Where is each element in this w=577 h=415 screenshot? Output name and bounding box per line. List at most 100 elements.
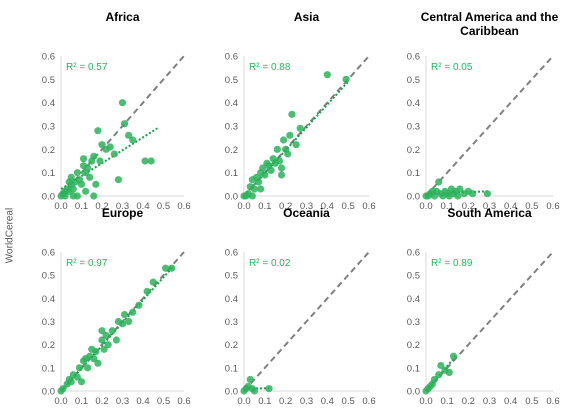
r-squared-label: R² = 0.89 (431, 258, 473, 269)
data-point (120, 120, 129, 128)
x-tick-label: 0.2 (462, 396, 475, 407)
x-tick-label: 0.1 (75, 201, 88, 212)
data-point (79, 155, 88, 163)
x-tick-label: 0.3 (116, 201, 129, 212)
y-tick-label: 0.4 (42, 98, 55, 109)
data-point (168, 264, 176, 272)
panel-europe: Europe 0.0 0.1 0.2 0.3 0.4 0.5 0.6 0.0 0.1 0.2 0.3 0… (42, 206, 191, 407)
data-point (250, 185, 259, 193)
data-point (277, 164, 286, 172)
y-tick-label: 0.1 (42, 363, 55, 374)
data-point (246, 375, 254, 384)
data-point (483, 190, 491, 198)
data-point (292, 141, 300, 149)
data-point (468, 190, 477, 198)
data-point (98, 336, 106, 344)
y-tick-label: 0.0 (407, 192, 420, 203)
data-point (161, 264, 170, 272)
x-tick-label: 0.0 (237, 396, 250, 407)
data-point (77, 378, 86, 386)
x-tick-label: 0.5 (157, 396, 170, 407)
data-point (149, 278, 157, 286)
data-point (73, 373, 81, 381)
panel-asia: Asia 0.0 0.1 0.2 0.3 0.4 0.5 0.6 0.0 0.1 0.2 0.3 0.4… (225, 10, 376, 212)
data-point (98, 327, 106, 335)
x-tick-label: 0.3 (483, 396, 496, 407)
y-tick-label: 0.1 (407, 168, 420, 179)
y-tick-label: 0.5 (407, 271, 420, 282)
y-tick-label: 0.2 (42, 145, 55, 156)
data-point (86, 173, 94, 181)
x-tick-label: 0.4 (504, 201, 517, 212)
data-point (454, 192, 462, 200)
y-tick-label: 0.0 (407, 387, 420, 398)
y-tick-label: 0.5 (42, 271, 55, 282)
data-point (445, 368, 453, 377)
data-point (92, 348, 100, 356)
x-tick-label: 0.6 (546, 201, 559, 212)
y-tick-label: 0.6 (407, 52, 420, 63)
data-point (129, 136, 137, 144)
y-tick-label: 0.1 (407, 363, 420, 374)
x-tick-label: 0.5 (157, 201, 170, 212)
data-point (125, 131, 133, 139)
y-tick-label: 0.4 (225, 98, 238, 109)
x-tick-label: 0.5 (525, 201, 538, 212)
data-point (94, 359, 102, 367)
panel-title: Europe (102, 206, 144, 220)
x-tick-label: 0.1 (258, 396, 271, 407)
y-tick-label: 0.0 (225, 192, 238, 203)
y-tick-label: 0.6 (225, 52, 238, 63)
data-point (286, 131, 294, 139)
y-tick-label: 0.6 (225, 248, 238, 259)
data-point (98, 141, 106, 149)
data-point (61, 192, 69, 200)
x-tick-label: 0.1 (258, 201, 271, 212)
x-tick-label: 0.3 (300, 396, 313, 407)
y-tick-label: 0.3 (407, 122, 420, 133)
data-point (135, 301, 143, 309)
x-tick-label: 0.2 (279, 201, 292, 212)
x-tick-label: 0.4 (321, 201, 334, 212)
y-tick-label: 0.6 (42, 248, 55, 259)
y-tick-label: 0.4 (407, 294, 420, 305)
y-tick-label: 0.1 (225, 363, 238, 374)
data-point (254, 178, 263, 186)
data-point (94, 127, 102, 135)
data-point (250, 387, 259, 395)
y-tick-label: 0.5 (42, 75, 55, 86)
data-point (75, 364, 84, 372)
data-point (284, 150, 292, 158)
data-point (120, 310, 129, 319)
trend-line (60, 127, 158, 190)
x-tick-label: 0.4 (136, 201, 149, 212)
x-tick-label: 0.4 (136, 396, 149, 407)
data-point (296, 124, 304, 132)
x-tick-label: 0.6 (177, 201, 190, 212)
data-point (102, 331, 110, 339)
identity-line (425, 55, 554, 197)
y-tick-label: 0.5 (225, 271, 238, 282)
x-tick-label: 0.2 (95, 396, 108, 407)
data-point (73, 169, 81, 177)
data-point (342, 75, 350, 83)
data-point (65, 178, 73, 186)
x-tick-label: 0.3 (483, 201, 496, 212)
r-squared-label: R² = 0.05 (431, 62, 473, 73)
panel-title: Central America and the (421, 10, 559, 24)
panel-title: Africa (105, 10, 139, 24)
x-tick-label: 0.1 (441, 201, 454, 212)
data-point (90, 192, 98, 200)
x-tick-label: 0.3 (116, 396, 129, 407)
data-point (112, 336, 120, 344)
y-tick-label: 0.3 (225, 317, 238, 328)
y-tick-label: 0.0 (42, 192, 55, 203)
x-tick-label: 0.0 (419, 396, 432, 407)
y-tick-label: 0.2 (225, 145, 238, 156)
x-tick-label: 0.1 (75, 396, 88, 407)
data-point (275, 157, 284, 165)
data-point (69, 192, 77, 200)
data-point (430, 375, 439, 384)
data-point (435, 371, 443, 379)
